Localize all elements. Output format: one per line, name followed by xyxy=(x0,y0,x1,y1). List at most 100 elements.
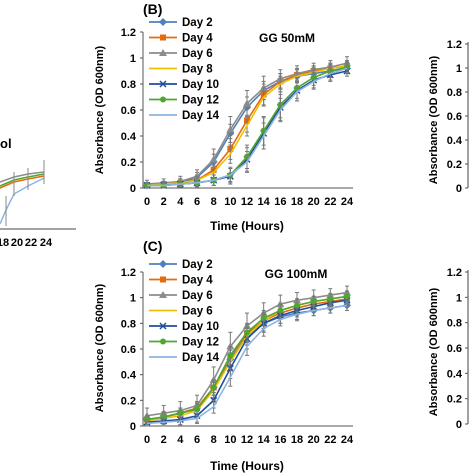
legend-marker xyxy=(160,338,166,345)
panel-c-x-tick-label: 18 xyxy=(291,434,303,446)
data-point xyxy=(277,307,284,314)
panel-b-chart: (B) GG 50mM Absorbance (OD 600nm) Time (… xyxy=(94,1,354,233)
data-point xyxy=(327,295,334,302)
panel-b-y-tick-label: 0.6 xyxy=(121,105,136,117)
panel-b-x-axis-label: Time (Hours) xyxy=(210,219,284,233)
panel-c-y-axis-label: Absorbance (OD 600nm) xyxy=(94,283,106,412)
panel-c-legend: Day 2 Day 4 Day 6 Day 6 Day 10 Day 12 Day 14 xyxy=(149,259,220,364)
legend-marker xyxy=(159,260,167,268)
panel-c-y-tick-label: 0.2 xyxy=(121,395,136,407)
panel-c-series-day-14 xyxy=(145,299,349,427)
panel-b-x-tick-label: 14 xyxy=(258,196,271,208)
panel-c-x-tick-label: 20 xyxy=(308,434,320,446)
panel-c-title: GG 100mM xyxy=(265,267,328,281)
data-point xyxy=(260,315,267,322)
panel-c-x-tick-label: 16 xyxy=(274,434,286,446)
right-panel-y-tick-label: 0.6 xyxy=(447,111,462,123)
data-point xyxy=(244,329,250,336)
panel-b-y-tick-label: 1 xyxy=(130,53,136,65)
data-point xyxy=(227,352,234,359)
legend-entry: Day 12 xyxy=(182,95,219,107)
panel-b-x-tick-label: 16 xyxy=(274,196,286,208)
data-point xyxy=(209,155,218,163)
legend-marker xyxy=(160,96,166,103)
legend-entry: Day 14 xyxy=(182,352,220,364)
left-partial-panel: ol 18 20 22 24 xyxy=(0,136,76,249)
right-panel-y-tick-label: 0 xyxy=(456,419,462,431)
left-panel-series-orange xyxy=(0,175,45,189)
panel-b-legend: Day 2 Day 4 Day 6 Day 8 Day 10 Day 12 Day 14 xyxy=(149,17,220,122)
data-point xyxy=(177,410,184,417)
panel-c-x-tick-label: 10 xyxy=(224,434,236,446)
right-panel-y-tick-label: 1.2 xyxy=(447,39,462,51)
legend-marker xyxy=(159,291,167,298)
left-panel-series-green xyxy=(0,173,45,187)
panel-b-x-tick-label: 0 xyxy=(144,196,150,208)
panel-c-plot-area: 00.20.40.60.811.20 2 4 6 8 10 12 14 16 18 20 22 24Da… xyxy=(121,259,354,446)
data-point xyxy=(194,406,200,413)
panel-c-x-tick-label: 2 xyxy=(161,434,167,446)
right-panel-y-tick-label: 1 xyxy=(456,63,462,75)
legend-entry: Day 6 xyxy=(182,48,213,60)
legend-marker xyxy=(159,18,167,26)
right-panel-y-tick-label: 0 xyxy=(456,183,462,195)
panel-c-x-tick-label: 8 xyxy=(211,434,217,446)
panel-b-x-tick-label: 12 xyxy=(241,196,253,208)
panel-b-plot-area: 00.20.40.60.811.20 2 4 6 8 10 12 14 16 18 20 22 24Da… xyxy=(121,17,354,208)
panel-b-y-tick-label: 0.4 xyxy=(121,131,137,143)
panel-b-y-tick-label: 1.2 xyxy=(121,27,136,39)
legend-entry: Day 12 xyxy=(182,337,219,349)
data-point xyxy=(310,298,317,305)
panel-b-x-tick-label: 20 xyxy=(308,196,320,208)
legend-entry: Day 6 xyxy=(182,306,213,318)
panel-c-y-tick-label: 1 xyxy=(130,293,136,305)
right-panel-y-tick-label: 0.4 xyxy=(447,135,463,147)
panel-b-x-tick-label: 10 xyxy=(224,196,236,208)
legend-entry: Day 2 xyxy=(182,17,213,29)
panel-c-y-tick-label: 1.2 xyxy=(121,267,136,279)
panel-b-y-tick-label: 0 xyxy=(130,183,136,195)
right-panel-y-tick-label: 1.2 xyxy=(447,267,462,279)
legend-marker xyxy=(160,34,166,41)
data-point xyxy=(226,125,235,133)
panel-c-x-tick-label: 14 xyxy=(258,434,271,446)
panel-b-x-tick-label: 6 xyxy=(194,196,200,208)
panel-c-x-axis-label: Time (Hours) xyxy=(210,459,284,473)
panel-b-x-tick-label: 24 xyxy=(341,196,354,208)
left-panel-x-tick: 22 xyxy=(25,237,37,249)
left-panel-x-tick: 20 xyxy=(11,237,23,249)
panel-c-label: (C) xyxy=(143,238,162,254)
panel-c-y-tick-label: 0 xyxy=(130,421,136,433)
legend-marker xyxy=(159,322,167,330)
right-panel-y-tick-label: 0.2 xyxy=(447,394,462,406)
panel-c-x-tick-label: 12 xyxy=(241,434,253,446)
legend-marker xyxy=(159,49,167,56)
right-panel-y-tick-label: 0.6 xyxy=(447,343,462,355)
legend-entry: Day 10 xyxy=(182,321,219,333)
panel-c-x-tick-label: 0 xyxy=(144,434,150,446)
legend-entry: Day 10 xyxy=(182,79,219,91)
panel-b-y-axis-label: Absorbance (OD 600nm) xyxy=(94,45,106,174)
data-point xyxy=(243,99,251,107)
panel-b-series-day-14 xyxy=(145,62,349,189)
left-panel-x-tick: 24 xyxy=(40,237,53,249)
legend-entry: Day 14 xyxy=(182,110,220,122)
data-point xyxy=(344,293,350,300)
panel-c-x-tick-label: 22 xyxy=(324,434,336,446)
panel-c-y-tick-label: 0.4 xyxy=(121,370,137,382)
data-point xyxy=(294,302,300,309)
data-point xyxy=(210,384,217,391)
panel-b-x-tick-label: 22 xyxy=(324,196,336,208)
left-panel-title-fragment: ol xyxy=(0,136,12,151)
series-line xyxy=(147,67,348,187)
panel-c-x-tick-label: 24 xyxy=(341,434,354,446)
right-panel-y-tick-label: 0.2 xyxy=(447,159,462,171)
panel-b-title: GG 50mM xyxy=(259,31,315,45)
right-panel-y-tick-label: 1 xyxy=(456,292,462,304)
panel-b-x-tick-label: 18 xyxy=(291,196,303,208)
panel-b-x-tick-label: 8 xyxy=(211,196,217,208)
left-panel-x-tick: 18 xyxy=(0,237,9,249)
series-line xyxy=(146,304,348,425)
panel-c-y-tick-label: 0.6 xyxy=(121,344,136,356)
